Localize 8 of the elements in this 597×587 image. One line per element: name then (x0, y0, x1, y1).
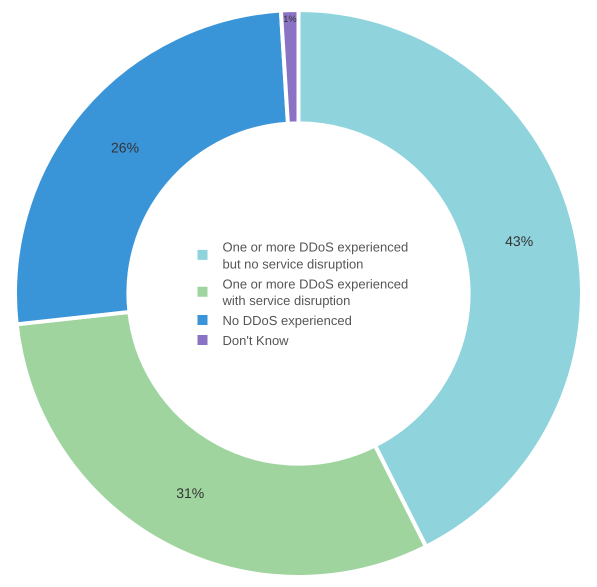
legend-label: One or more DDoS experienced with service disruption (222, 276, 408, 308)
data-label: 1% (283, 14, 297, 24)
legend-label: One or more DDoS experienced but no service disruption (222, 240, 408, 272)
data-label: 43% (505, 233, 534, 250)
data-label: 31% (176, 484, 204, 501)
legend-label: No DDoS experienced (222, 313, 352, 328)
data-label: 26% (111, 139, 140, 156)
legend-label: Don't Know (222, 333, 290, 348)
